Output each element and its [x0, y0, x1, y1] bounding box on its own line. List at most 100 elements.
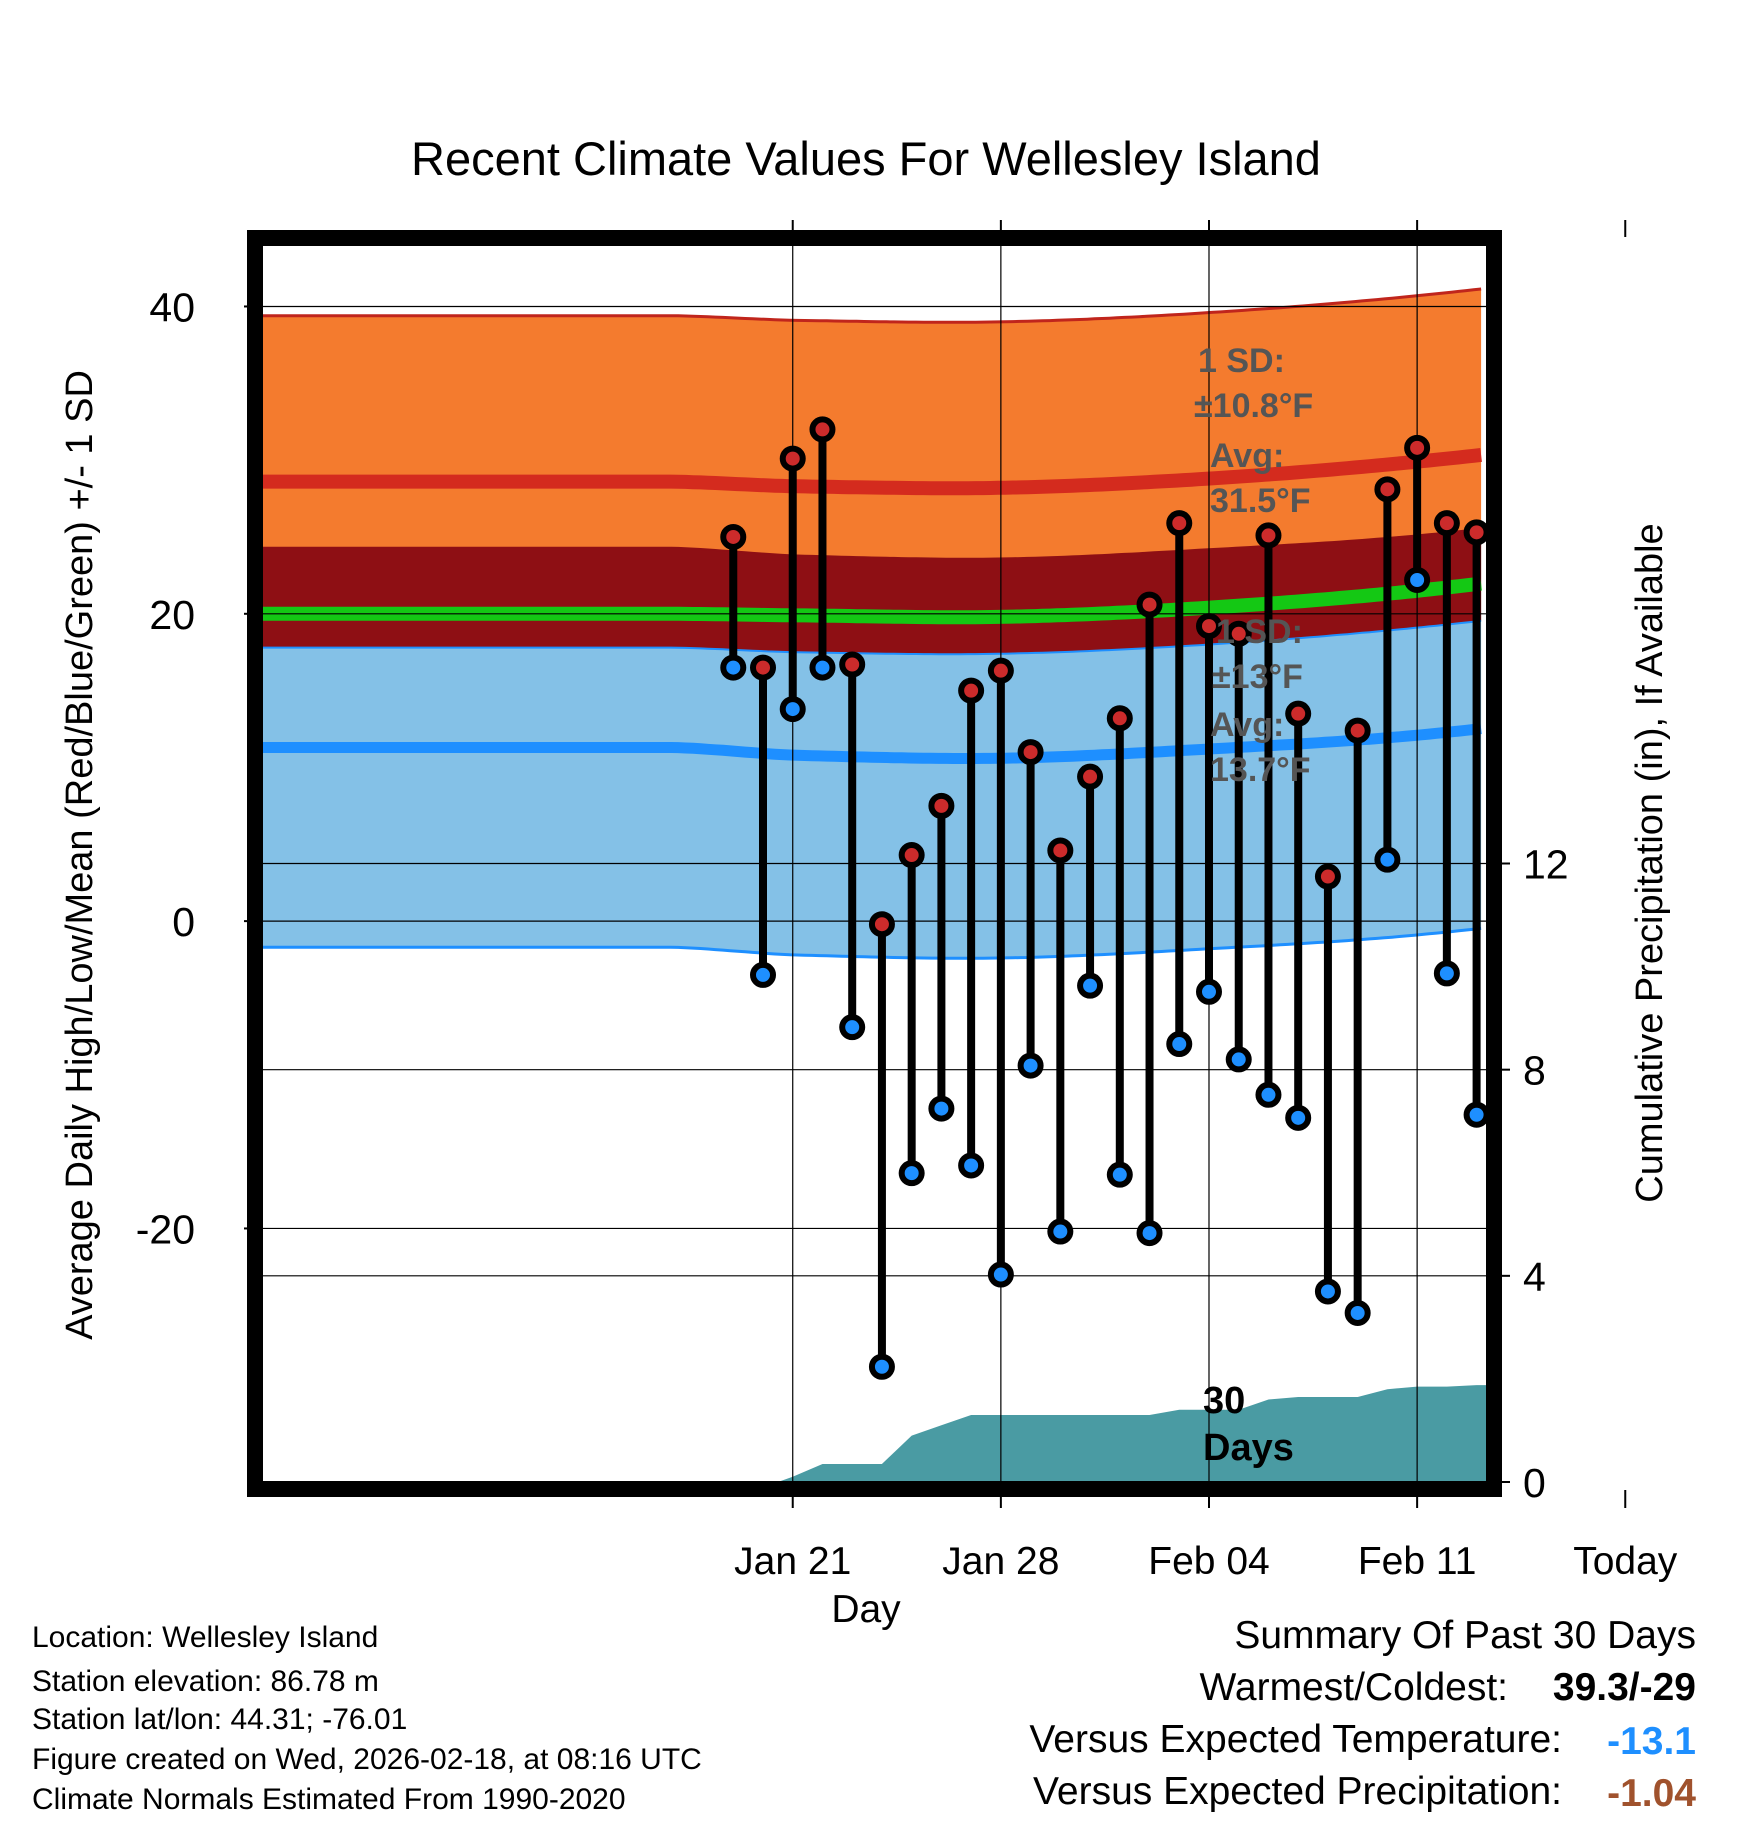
chart-title: Recent Climate Values For Wellesley Isla… [411, 132, 1321, 185]
daily-high-point [1374, 476, 1401, 503]
daily-high-point [809, 416, 836, 443]
daily-low-point [720, 654, 747, 681]
high-avg-label: Avg: [1210, 437, 1284, 475]
daily-low-point [1314, 1278, 1341, 1305]
daily-low-point [987, 1261, 1014, 1288]
y-tick-label: 0 [172, 899, 195, 945]
x-axis-label: Day [831, 1588, 901, 1631]
daily-high-point [868, 911, 895, 938]
y2-tick-label: 12 [1523, 842, 1569, 888]
daily-low-point [928, 1095, 955, 1122]
daily-low-point [1255, 1081, 1282, 1108]
x-tick-label: Feb 11 [1358, 1540, 1477, 1583]
daily-low-point [1077, 972, 1104, 999]
days-word-label: Days [1203, 1427, 1294, 1469]
temp-anomaly-value: -13.1 [1607, 1720, 1696, 1763]
daily-low-point [1285, 1104, 1312, 1131]
daily-low-point [1225, 1046, 1252, 1073]
daily-high-point [958, 677, 985, 704]
daily-low-point [1556, 658, 1576, 678]
y2-tick-label: 0 [1523, 1460, 1546, 1506]
cumulative-precip-area [777, 1385, 1487, 1482]
daily-high-point [1255, 522, 1282, 549]
daily-low-point [1433, 960, 1460, 987]
daily-high-point [1556, 307, 1576, 327]
daily-high-point [1017, 739, 1044, 766]
daily-high-point [1314, 863, 1341, 890]
daily-low-point [1344, 1299, 1371, 1326]
high-sd-lower-line [262, 619, 1482, 656]
daily-high-point [898, 842, 925, 869]
daily-high-point [779, 445, 806, 472]
warm-cold-label: Warmest/Coldest: [1199, 1666, 1508, 1709]
daily-low-point [1017, 1052, 1044, 1079]
normal-high-line [262, 447, 1482, 496]
daily-low-point [1374, 846, 1401, 873]
x-tick-label: Feb 04 [1148, 1540, 1269, 1583]
daily-high-point [1433, 510, 1460, 537]
y2-tick-label: 4 [1523, 1254, 1546, 1300]
low-sd-label: 1 SD: [1216, 613, 1303, 651]
daily-high-point [1404, 434, 1431, 461]
daily-low-point [809, 654, 836, 681]
x-tick-label: Jan 28 [942, 1540, 1059, 1583]
y-tick-label: 40 [149, 284, 195, 330]
plot-frame [247, 230, 1502, 1497]
daily-low-point [839, 1014, 866, 1041]
daily-high-point [1225, 620, 1252, 647]
y-axis-label: Average Daily High/Low/Mean (Red/Blue/Gr… [59, 370, 101, 1340]
y2-tick-label: 8 [1523, 1048, 1546, 1094]
elevation-text: Station elevation: 86.78 m [32, 1665, 379, 1698]
daily-high-point [839, 651, 866, 678]
daily-high-point [1463, 519, 1487, 546]
daily-low-point [750, 961, 777, 988]
precip-anomaly-value: -1.04 [1607, 1772, 1696, 1815]
daily-high-point [750, 654, 777, 681]
daily-low-point [898, 1160, 925, 1187]
daily-high-point [1136, 591, 1163, 618]
latlon-text: Station lat/lon: 44.31; -76.01 [32, 1703, 408, 1736]
x-tick-label: Jan 21 [734, 1540, 851, 1583]
daily-low-point [1106, 1161, 1133, 1188]
daily-low-point [1166, 1031, 1193, 1058]
daily-high-point [1077, 763, 1104, 790]
daily-low-point [1195, 978, 1222, 1005]
daily-high-point [1047, 837, 1074, 864]
daily-low-point [1463, 1101, 1487, 1128]
daily-high-point [1526, 496, 1546, 516]
high-sd-value: ±10.8°F [1194, 387, 1313, 425]
daily-low-point [1047, 1218, 1074, 1245]
daily-high-point [1285, 700, 1312, 727]
daily-high-point [1344, 717, 1371, 744]
daily-low-point [958, 1152, 985, 1179]
today-high-normal-marker [1611, 423, 1639, 451]
daily-high-point [987, 657, 1014, 684]
daily-high-point [1195, 613, 1222, 640]
temp-anomaly-label: Versus Expected Temperature: [1029, 1718, 1562, 1761]
daily-high-point [1106, 705, 1133, 732]
location-text: Location: Wellesley Island [32, 1621, 379, 1654]
low-sd-upper-line [262, 527, 1482, 560]
low-sd-lower-line [262, 926, 1482, 960]
created-text: Figure created on Wed, 2026-02-18, at 08… [32, 1743, 702, 1776]
daily-low-point [1586, 427, 1606, 447]
daily-high-point [1166, 510, 1193, 537]
daily-low-point [1404, 566, 1431, 593]
normal-low-line [262, 723, 1482, 764]
low-avg-label: Avg: [1210, 706, 1284, 744]
normals-text: Climate Normals Estimated From 1990-2020 [32, 1783, 626, 1816]
high-sd-label: 1 SD: [1198, 342, 1285, 380]
low-sd-value: ±13°F [1212, 658, 1303, 696]
x-tick-label: Today [1573, 1540, 1678, 1583]
daily-low-point [868, 1353, 895, 1380]
daily-low-point [1136, 1220, 1163, 1247]
y-tick-label: 20 [149, 592, 195, 638]
precip-anomaly-label: Versus Expected Precipitation: [1033, 1770, 1562, 1813]
daily-low-point [779, 696, 806, 723]
high-avg-value: 31.5°F [1210, 482, 1311, 520]
daily-high-point [928, 792, 955, 819]
daily-high-point [1586, 323, 1606, 343]
summary-heading: Summary Of Past 30 Days [1234, 1614, 1696, 1657]
warm-cold-value: 39.3/-29 [1552, 1666, 1696, 1709]
